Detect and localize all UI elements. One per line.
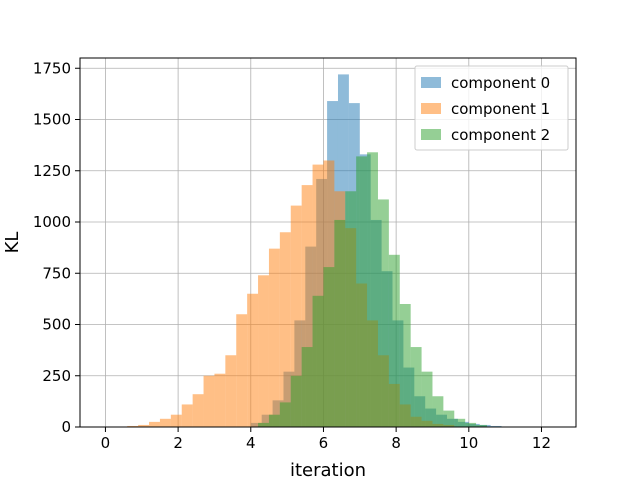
histogram-bar-series-2 bbox=[388, 254, 400, 427]
histogram-bar-series-2 bbox=[421, 371, 433, 427]
x-axis-label: iteration bbox=[290, 460, 366, 480]
histogram-bar-series-1 bbox=[159, 418, 171, 427]
legend-box bbox=[414, 65, 569, 151]
histogram-bar-series-2 bbox=[476, 424, 487, 427]
histogram-bar-series-2 bbox=[377, 199, 389, 427]
histogram-bar-series-1 bbox=[258, 275, 269, 427]
y-tick-label: 1250 bbox=[33, 162, 71, 180]
histogram-bar-series-2 bbox=[312, 295, 324, 427]
histogram-bar-series-1 bbox=[236, 314, 248, 427]
y-axis-label: KL bbox=[2, 232, 23, 254]
histogram-bar-series-2 bbox=[323, 267, 335, 427]
histogram-bar-series-2 bbox=[367, 152, 378, 428]
histogram-bar-series-2 bbox=[258, 422, 269, 427]
histogram-bar-series-2 bbox=[279, 402, 291, 427]
histogram-bar-series-2 bbox=[290, 375, 302, 427]
legend-swatch bbox=[421, 103, 441, 114]
y-tick-label: 500 bbox=[42, 316, 71, 334]
y-tick-label: 250 bbox=[42, 367, 71, 385]
histogram-bar-series-2 bbox=[334, 219, 346, 427]
histogram-bar-series-2 bbox=[410, 347, 422, 427]
histogram-bar-series-1 bbox=[268, 248, 280, 427]
histogram-bar-series-1 bbox=[149, 421, 160, 427]
histogram-bar-series-2 bbox=[432, 396, 444, 427]
y-tick-label: 1750 bbox=[33, 59, 71, 77]
histogram-bar-series-1 bbox=[301, 185, 313, 427]
y-tick-label: 0 bbox=[61, 418, 71, 436]
histogram-bar-series-1 bbox=[170, 414, 182, 427]
x-tick-label: 6 bbox=[319, 434, 329, 452]
x-tick-label: 0 bbox=[101, 434, 111, 452]
legend-label: component 1 bbox=[451, 100, 550, 118]
axis-ticks: 0 2 4 6 8 10 12 0 250 500 750 1000 1250 1500 1750 bbox=[33, 59, 551, 452]
y-tick-label: 1500 bbox=[33, 111, 71, 129]
legend-label: component 0 bbox=[451, 74, 550, 92]
x-tick-label: 10 bbox=[459, 434, 478, 452]
legend: component 0 component 1 component 2 bbox=[414, 65, 569, 151]
histogram-bar-series-2 bbox=[399, 304, 411, 427]
histogram-bar-series-2 bbox=[443, 410, 455, 427]
histogram-bar-series-2 bbox=[465, 422, 477, 427]
histogram-bars bbox=[127, 74, 502, 428]
histogram-bar-series-1 bbox=[225, 355, 237, 427]
histogram-bar-series-1 bbox=[290, 205, 302, 427]
legend-swatch bbox=[421, 77, 441, 88]
histogram-bar-series-1 bbox=[127, 425, 139, 427]
histogram-bar-series-1 bbox=[214, 373, 226, 427]
histogram-bar-series-1 bbox=[192, 394, 204, 427]
plot-frame bbox=[79, 57, 577, 428]
histogram-bar-series-2 bbox=[356, 156, 368, 427]
histogram-bar-series-1 bbox=[279, 232, 291, 427]
histogram-bar-series-2 bbox=[454, 418, 466, 427]
histogram-bar-series-0 bbox=[490, 425, 502, 427]
histogram-bar-series-2 bbox=[268, 414, 280, 427]
x-tick-label: 8 bbox=[391, 434, 401, 452]
legend-swatch bbox=[421, 129, 441, 140]
histogram-bar-series-1 bbox=[203, 375, 215, 427]
x-tick-label: 4 bbox=[246, 434, 256, 452]
histogram-bar-series-2 bbox=[301, 347, 313, 427]
histogram-bar-series-1 bbox=[247, 293, 259, 427]
y-tick-label: 750 bbox=[42, 264, 71, 282]
histogram-bar-series-1 bbox=[138, 424, 150, 427]
histogram-bar-series-2 bbox=[345, 191, 357, 427]
histogram-bar-series-1 bbox=[181, 404, 193, 427]
x-tick-label: 2 bbox=[173, 434, 183, 452]
legend-label: component 2 bbox=[451, 126, 550, 144]
x-tick-label: 12 bbox=[532, 434, 551, 452]
y-tick-label: 1000 bbox=[33, 213, 71, 231]
